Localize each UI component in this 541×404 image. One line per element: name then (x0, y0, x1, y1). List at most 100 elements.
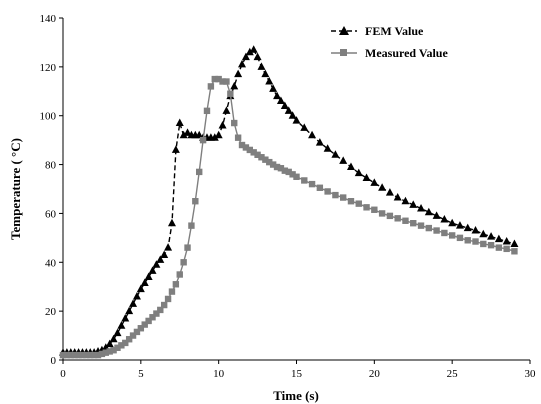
data-point-square (511, 248, 518, 255)
data-point-square (164, 295, 172, 303)
data-point-square (160, 301, 168, 309)
data-point-triangle (502, 237, 511, 245)
data-point-square (94, 351, 102, 359)
data-point-triangle (113, 328, 122, 337)
data-point-triangle (288, 111, 297, 119)
data-point-square (118, 342, 125, 349)
data-point-triangle (378, 183, 387, 191)
data-point-triangle (179, 130, 188, 139)
data-point-square (129, 332, 137, 339)
data-point-square (176, 271, 183, 278)
data-point-triangle (432, 211, 441, 219)
data-point-square (456, 234, 464, 242)
data-point-square (227, 90, 234, 97)
data-point-square (157, 306, 164, 314)
data-point-square (363, 204, 370, 211)
x-tick-label: 15 (291, 368, 303, 380)
data-point-triangle (370, 178, 379, 186)
data-point-triangle (121, 313, 130, 322)
data-point-triangle (471, 226, 480, 234)
data-point-square (106, 348, 113, 355)
data-point-square (340, 194, 347, 201)
legend-item-fem: FEM Value (331, 24, 424, 38)
data-point-square (254, 151, 261, 158)
data-point-square (433, 227, 440, 234)
data-point-square (87, 351, 94, 359)
data-point-triangle (175, 118, 184, 127)
data-point-triangle (214, 130, 223, 139)
data-point-triangle (261, 69, 270, 78)
data-point-square (503, 245, 510, 253)
data-point-square (464, 237, 471, 244)
series-line (63, 48, 515, 354)
data-point-triangle (195, 130, 204, 139)
data-point-square (332, 191, 339, 199)
data-point-square (301, 177, 308, 184)
data-point-triangle (230, 81, 239, 90)
plot-frame (62, 18, 530, 361)
data-point-triangle (144, 272, 153, 280)
data-point-triangle (448, 218, 457, 227)
data-point-square (487, 241, 495, 249)
data-point-triangle (385, 188, 394, 196)
data-point-triangle (164, 243, 173, 251)
y-tick-label: 60 (45, 208, 57, 220)
data-point-triangle (241, 52, 250, 61)
data-point-square (402, 217, 409, 224)
data-point-square (188, 222, 195, 229)
data-point-square (289, 171, 296, 178)
data-point-triangle (510, 239, 519, 247)
data-point-square (347, 198, 355, 205)
data-point-square (238, 141, 246, 149)
data-point-square (133, 328, 141, 336)
data-point-square (83, 351, 90, 359)
legend-fem-triangle-icon (339, 26, 349, 35)
data-point-square (71, 351, 78, 359)
data-point-square (219, 78, 226, 85)
data-point-square (137, 325, 145, 332)
data-point-square (231, 119, 238, 127)
data-point-triangle (284, 106, 293, 114)
data-point-triangle (455, 221, 464, 229)
data-point-square (207, 83, 215, 90)
y-tick-label: 0 (51, 355, 57, 367)
data-point-square (269, 161, 277, 168)
data-point-square (125, 336, 133, 343)
y-tick-label: 40 (45, 257, 57, 269)
data-point-square (196, 168, 203, 176)
legend-item-measured: Measured Value (331, 46, 448, 60)
data-point-triangle (315, 138, 324, 146)
data-point-square (168, 288, 176, 295)
data-point-triangle (424, 207, 433, 216)
data-point-triangle (280, 101, 289, 109)
x-tick-label: 0 (60, 368, 66, 380)
data-point-triangle (494, 234, 503, 243)
data-point-triangle (440, 215, 449, 223)
x-axis-ticks: 0 5 10 15 20 25 30 (60, 360, 536, 380)
data-point-square (184, 244, 191, 251)
data-point-square (378, 210, 386, 217)
data-point-triangle (160, 250, 169, 258)
data-point-triangle (393, 193, 402, 201)
data-point-square (122, 339, 129, 347)
data-point-triangle (331, 150, 340, 158)
data-point-square (250, 149, 257, 156)
data-point-square (258, 154, 265, 161)
data-point-square (277, 165, 285, 172)
x-tick-label: 25 (447, 368, 459, 380)
data-point-triangle (105, 339, 114, 348)
data-point-square (114, 344, 121, 351)
data-point-triangle (183, 128, 192, 136)
data-point-triangle (117, 321, 126, 329)
data-point-square (203, 107, 211, 115)
data-point-square (293, 173, 300, 180)
x-tick-label: 5 (138, 368, 144, 380)
y-axis-title: Temperature ( °C) (8, 138, 23, 240)
data-point-square (79, 351, 86, 359)
data-point-square (59, 351, 67, 359)
data-point-square (192, 198, 199, 205)
data-point-triangle (129, 299, 138, 307)
data-point-triangle (409, 200, 418, 208)
data-point-square (223, 78, 230, 85)
data-point-square (67, 351, 74, 359)
